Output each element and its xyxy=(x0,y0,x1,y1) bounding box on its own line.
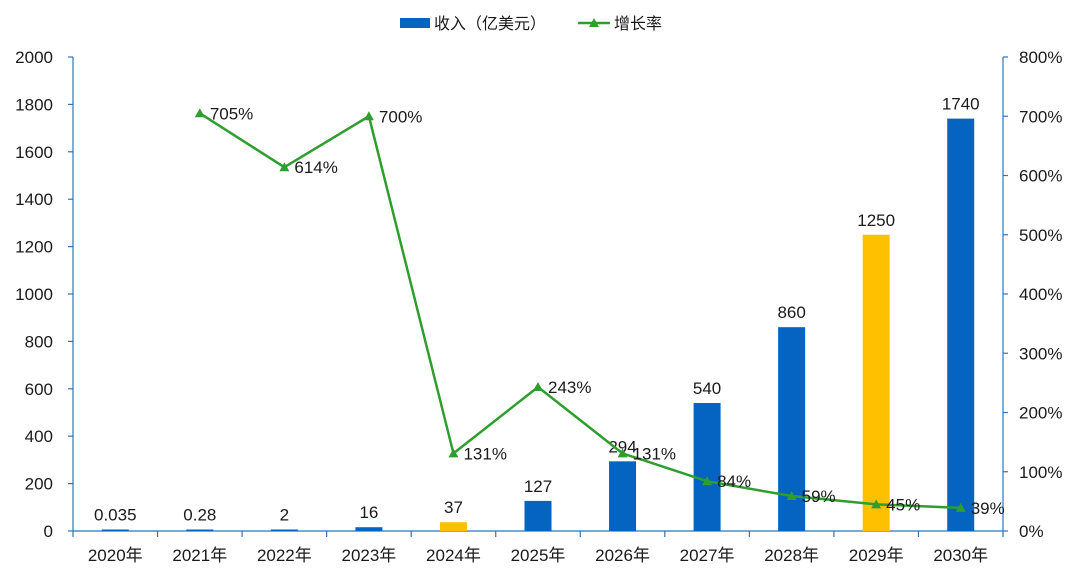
y-left-tick-label: 1800 xyxy=(15,95,53,114)
y-left-tick-label: 1400 xyxy=(15,190,53,209)
x-tick-label: 2025年 xyxy=(511,546,566,565)
growth-marker xyxy=(786,491,797,501)
bar-value-label: 1740 xyxy=(942,95,980,114)
growth-marker xyxy=(955,502,966,512)
bars xyxy=(101,118,975,532)
growth-line xyxy=(194,108,966,512)
y-right-tick-label: 200% xyxy=(1019,404,1062,423)
y-left-tick-label: 2000 xyxy=(15,48,53,67)
y-left-tick-label: 1600 xyxy=(15,143,53,162)
x-tick-label: 2022年 xyxy=(257,546,312,565)
bar-value-label: 127 xyxy=(524,477,552,496)
axes: 0 200 400 600 800 1000 1200 1400 1600 1800 2000 0% 1… xyxy=(15,48,1062,565)
bar-value-label: 16 xyxy=(359,503,378,522)
x-tick-label: 2027年 xyxy=(680,546,735,565)
y-left-tick-label: 1000 xyxy=(15,285,53,304)
bar-labels: 0.035 0.28 2 16 37 127 294 540 860 1250 1740 xyxy=(94,95,980,525)
y-right-tick-label: 400% xyxy=(1019,285,1062,304)
growth-marker xyxy=(702,476,713,486)
growth-value-label: 700% xyxy=(379,107,422,126)
legend-bar-label: 收入（亿美元） xyxy=(434,15,546,33)
legend: 收入（亿美元） 增长率 xyxy=(400,15,662,33)
bar-value-label: 294 xyxy=(608,437,636,456)
bar-value-label: 37 xyxy=(444,498,463,517)
growth-marker xyxy=(871,499,882,509)
x-tick-label: 2023年 xyxy=(341,546,396,565)
y-left-tick-label: 800 xyxy=(25,332,53,351)
growth-value-label: 59% xyxy=(802,487,836,506)
bar xyxy=(862,234,890,531)
legend-bar-swatch xyxy=(400,18,430,28)
bar-value-label: 0.28 xyxy=(183,506,216,525)
growth-marker xyxy=(194,108,205,118)
y-right-tick-label: 0% xyxy=(1019,522,1044,541)
bar xyxy=(524,500,552,531)
bar-value-label: 0.035 xyxy=(94,506,137,525)
growth-marker xyxy=(617,448,628,458)
growth-value-label: 614% xyxy=(294,158,337,177)
x-tick-label: 2026年 xyxy=(595,546,650,565)
bar xyxy=(947,118,975,532)
x-tick-label: 2020年 xyxy=(88,546,143,565)
bar xyxy=(609,461,637,531)
legend-line-label: 增长率 xyxy=(614,15,662,33)
growth-value-label: 243% xyxy=(548,378,591,397)
legend-line-marker xyxy=(589,18,599,27)
y-left-tick-label: 1200 xyxy=(15,238,53,257)
x-tick-label: 2029年 xyxy=(849,546,904,565)
x-tick-label: 2028年 xyxy=(764,546,819,565)
y-left-tick-label: 400 xyxy=(25,427,53,446)
growth-value-label: 39% xyxy=(971,499,1005,518)
growth-value-label: 84% xyxy=(717,472,751,491)
growth-value-label: 705% xyxy=(210,104,253,123)
y-left-tick-label: 0 xyxy=(44,522,53,541)
bar-value-label: 860 xyxy=(777,303,805,322)
bar xyxy=(101,529,129,531)
x-tick-label: 2021年 xyxy=(172,546,227,565)
y-right-tick-label: 700% xyxy=(1019,107,1062,126)
y-left-tick-label: 200 xyxy=(25,475,53,494)
growth-marker xyxy=(533,382,543,392)
x-tick-label: 2030年 xyxy=(933,546,988,565)
line-labels: 705% 614% 700% 131% 243% 131% 84% 59% 45% 39% xyxy=(210,104,1005,518)
bar-value-label: 1250 xyxy=(857,211,895,230)
growth-value-label: 45% xyxy=(886,495,920,514)
growth-value-label: 131% xyxy=(463,444,506,463)
growth-value-label: 131% xyxy=(633,444,676,463)
y-right-tick-label: 600% xyxy=(1019,167,1062,186)
bar-value-label: 2 xyxy=(280,506,289,525)
x-tick-label: 2024年 xyxy=(426,546,481,565)
bar xyxy=(355,527,383,531)
bar xyxy=(270,529,298,531)
y-right-tick-label: 100% xyxy=(1019,463,1062,482)
bar-value-label: 540 xyxy=(693,379,721,398)
y-right-tick-label: 500% xyxy=(1019,226,1062,245)
bar xyxy=(693,403,721,531)
growth-line-path xyxy=(199,112,961,510)
growth-marker xyxy=(448,448,459,458)
bar xyxy=(186,529,214,531)
y-right-tick-label: 300% xyxy=(1019,344,1062,363)
y-right-tick-label: 800% xyxy=(1019,48,1062,67)
bar xyxy=(439,522,467,531)
growth-marker xyxy=(279,162,290,172)
y-left-tick-label: 600 xyxy=(25,380,53,399)
growth-marker xyxy=(363,111,374,121)
